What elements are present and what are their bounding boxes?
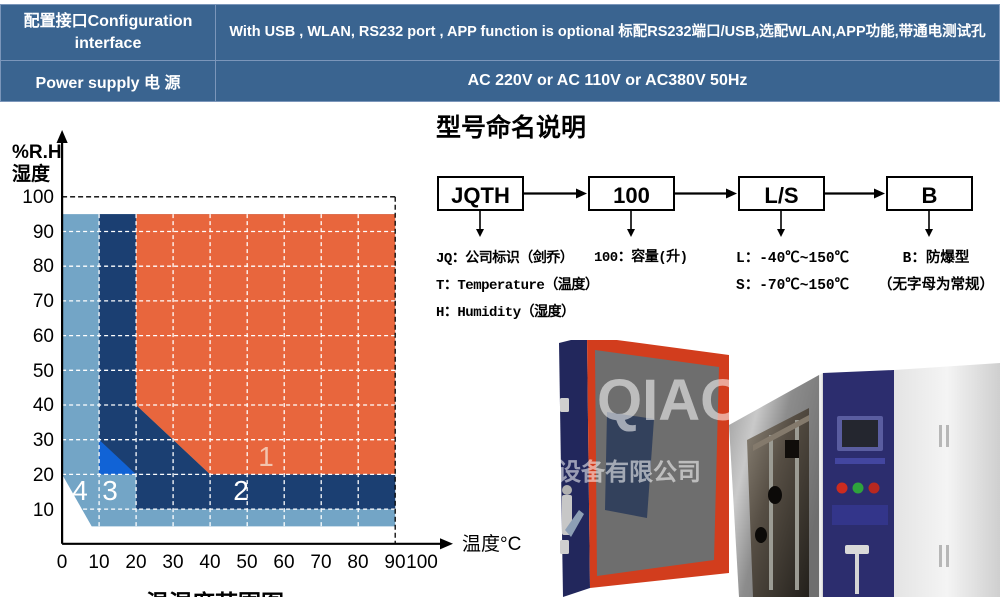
- svg-text:3: 3: [102, 475, 118, 506]
- svg-text:40: 40: [33, 395, 54, 416]
- svg-text:10: 10: [88, 552, 109, 573]
- svg-text:%R.H: %R.H: [12, 142, 62, 163]
- svg-text:温湿度范围图: 温湿度范围图: [146, 590, 284, 597]
- svg-text:100: 100: [406, 552, 438, 573]
- svg-text:湿度: 湿度: [12, 162, 51, 185]
- svg-text:20: 20: [125, 552, 146, 573]
- svg-text:100: 100: [22, 187, 54, 208]
- svg-text:30: 30: [162, 552, 183, 573]
- svg-text:20: 20: [33, 465, 54, 486]
- svg-text:50: 50: [33, 361, 54, 382]
- svg-text:80: 80: [347, 552, 368, 573]
- svg-text:0: 0: [57, 552, 68, 573]
- svg-text:40: 40: [199, 552, 220, 573]
- svg-text:设备有限公司: 设备有限公司: [557, 458, 701, 486]
- svg-text:60: 60: [273, 552, 294, 573]
- svg-text:4: 4: [72, 475, 88, 506]
- svg-text:30: 30: [33, 430, 54, 451]
- svg-text:70: 70: [33, 291, 54, 312]
- svg-text:60: 60: [33, 326, 54, 347]
- svg-text:50: 50: [236, 552, 257, 573]
- svg-text:90: 90: [384, 552, 405, 573]
- svg-text:温度°C: 温度°C: [462, 533, 521, 555]
- svg-text:10: 10: [33, 500, 54, 521]
- svg-text:2: 2: [233, 475, 249, 506]
- svg-text:80: 80: [33, 256, 54, 277]
- svg-text:90: 90: [33, 222, 54, 243]
- svg-text:70: 70: [310, 552, 331, 573]
- svg-text:QIAO: QIAO: [597, 368, 745, 433]
- svg-text:1: 1: [258, 441, 274, 472]
